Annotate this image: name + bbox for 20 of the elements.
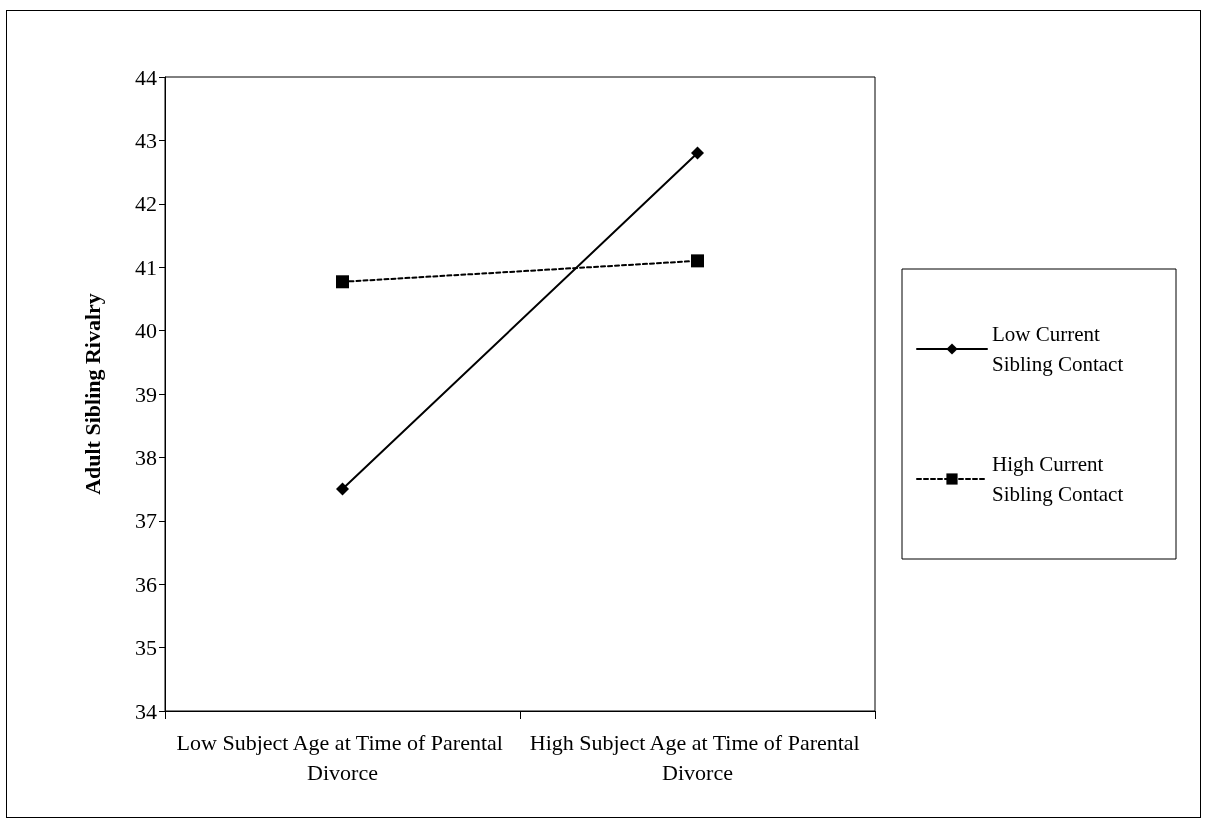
x-tick-label: Low Subject Age at Time of Parental Divorce [176, 729, 509, 785]
y-tick-label: 41 [135, 254, 157, 280]
point [691, 146, 704, 160]
y-tick-label: 38 [135, 444, 157, 470]
x-tick-label: High Subject Age at Time of Parental Divorce [529, 729, 866, 785]
point [336, 275, 349, 289]
y-tick-label: 43 [135, 127, 157, 153]
y-tick-label: 35 [135, 635, 157, 661]
point [336, 482, 349, 496]
y-tick-label: 39 [135, 381, 157, 407]
y-tick-label: 36 [135, 571, 157, 597]
y-tick-label: 37 [135, 508, 157, 534]
y-tick-label: 34 [135, 698, 157, 724]
legend-label: High Current Sibling Contact [992, 452, 1124, 506]
y-tick-label: 40 [135, 318, 157, 344]
y-tick-label: 44 [135, 64, 157, 90]
y-axis-title: Adult Sibling Rivalry [79, 293, 105, 495]
point [691, 254, 704, 268]
y-tick-label: 42 [135, 191, 157, 217]
legend-label: Low Current Sibling Contact [992, 322, 1124, 376]
